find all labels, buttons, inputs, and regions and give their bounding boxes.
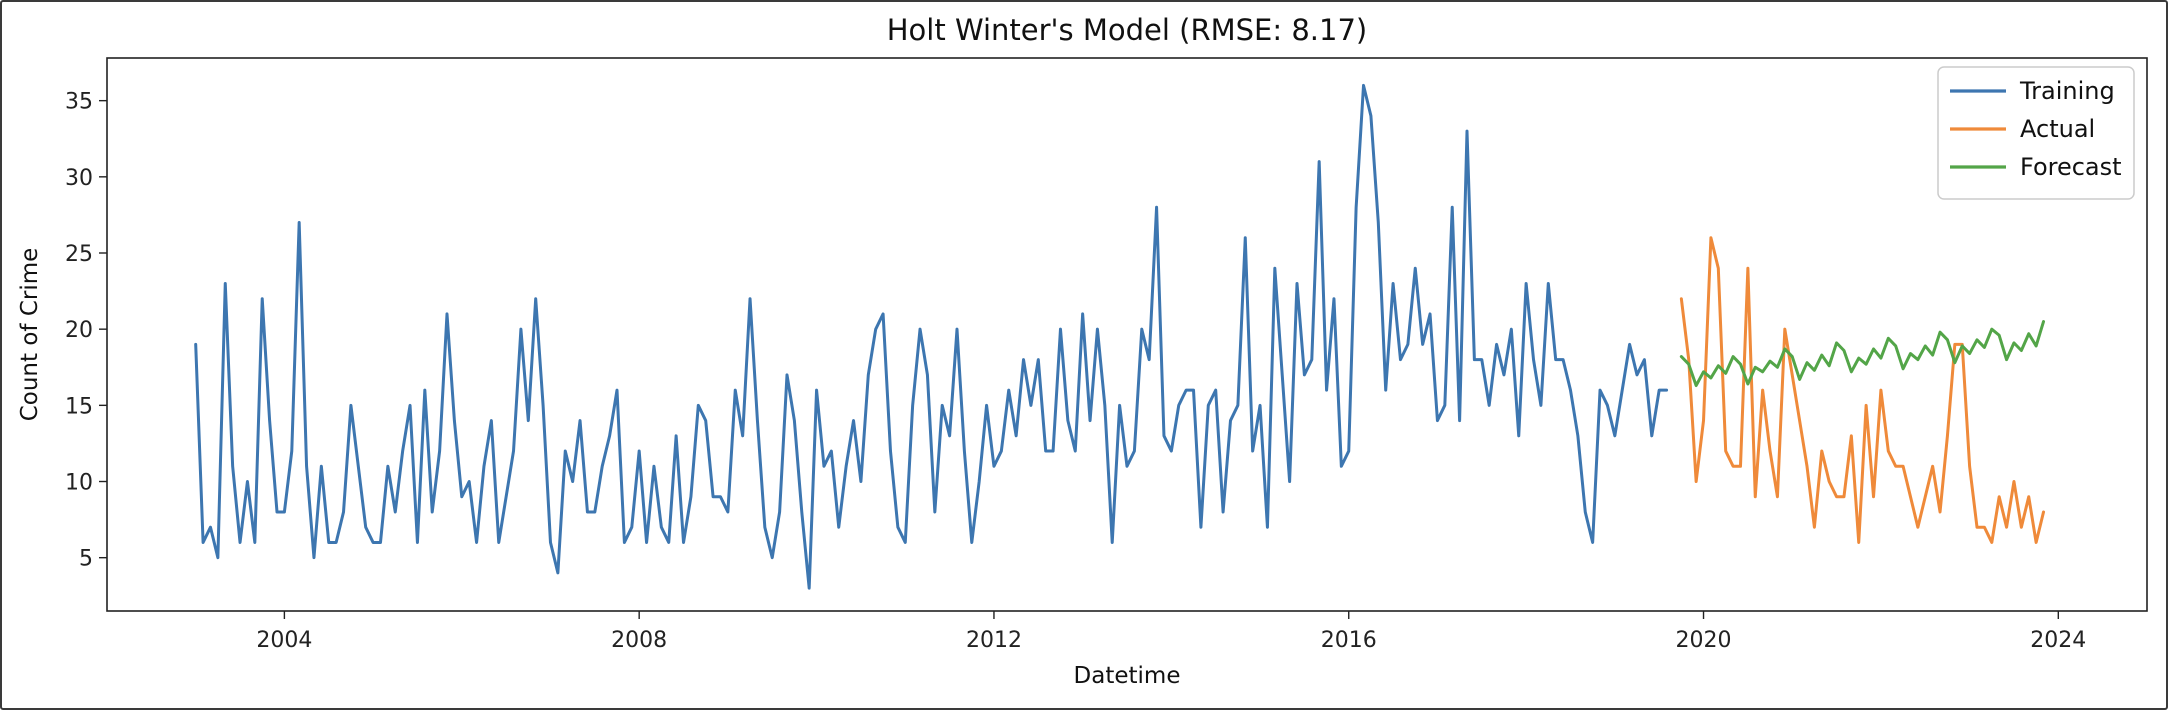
x-axis: 2004 2008 2012 2016 2020 2024: [256, 611, 2086, 653]
y-tick-label: 5: [79, 547, 93, 572]
plot-area: [106, 57, 2148, 612]
y-tick-label: 35: [65, 90, 93, 115]
legend-label-training: Training: [2019, 77, 2115, 105]
y-tick-label: 25: [65, 242, 93, 267]
y-tick-label: 30: [65, 166, 93, 191]
x-tick-label: 2004: [256, 628, 312, 653]
x-tick-label: 2016: [1321, 628, 1377, 653]
chart-title: Holt Winter's Model (RMSE: 8.17): [887, 13, 1367, 47]
legend: Training Actual Forecast: [1937, 66, 2135, 200]
x-tick-label: 2008: [611, 628, 667, 653]
y-tick-label: 15: [65, 394, 93, 419]
x-axis-title: Datetime: [1074, 663, 1181, 689]
legend-label-actual: Actual: [2020, 115, 2095, 143]
legend-label-forecast: Forecast: [2020, 153, 2122, 181]
y-tick-label: 10: [65, 471, 93, 496]
y-tick-label: 20: [65, 318, 93, 343]
series-line-actual: [1679, 236, 2046, 544]
y-axis: 5 10 15 20 25 30 35: [65, 90, 107, 572]
x-tick-label: 2020: [1676, 628, 1732, 653]
y-axis-title: Count of Crime: [17, 248, 43, 422]
series-line-training: [194, 83, 1669, 590]
x-tick-label: 2012: [966, 628, 1022, 653]
plot-frame: [106, 57, 2148, 612]
x-tick-label: 2024: [2030, 628, 2086, 653]
series-line-forecast: [1679, 320, 2046, 388]
series-layer: [194, 83, 2046, 590]
